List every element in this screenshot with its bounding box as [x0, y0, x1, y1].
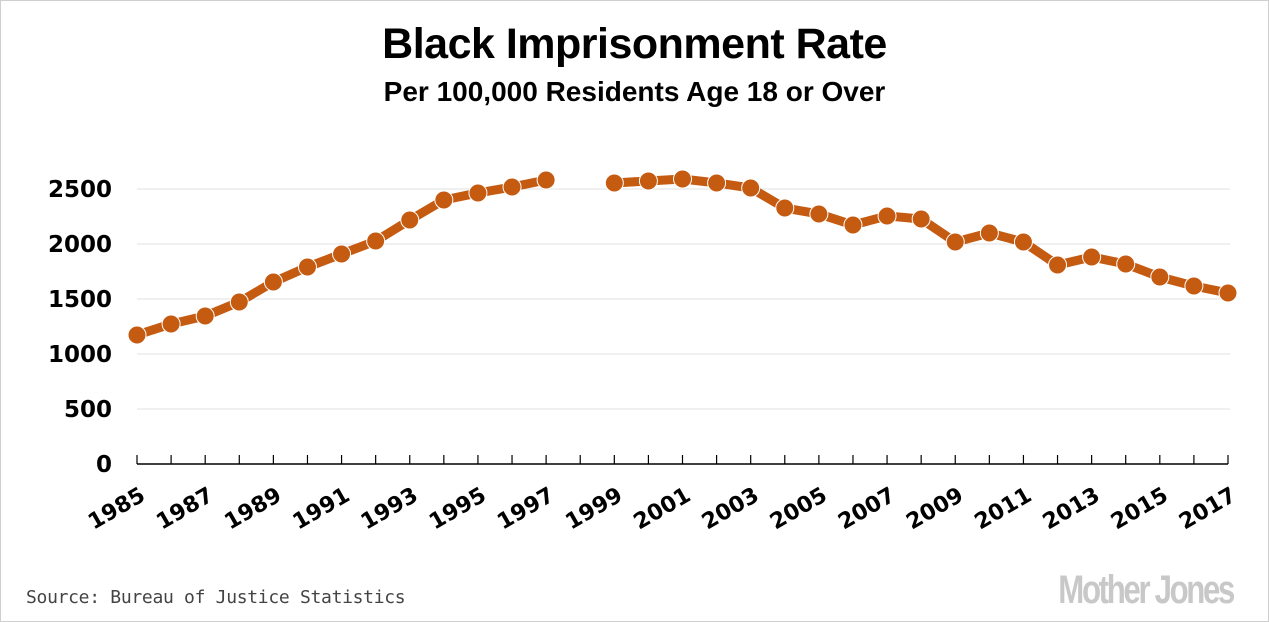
x-tick-label-2009: 2009	[902, 483, 968, 535]
x-tick-label-2013: 2013	[1039, 483, 1105, 535]
data-point-1986	[161, 314, 181, 334]
data-point-1990	[297, 257, 317, 277]
data-point-1993	[400, 210, 420, 230]
y-tick-label-1500: 1500	[48, 287, 112, 313]
data-point-2008	[911, 209, 931, 229]
data-point-2013	[1082, 247, 1102, 267]
data-point-1996	[502, 177, 522, 197]
gridlines	[137, 188, 1230, 410]
data-point-2006	[843, 215, 863, 235]
series-points	[127, 169, 1238, 345]
x-tick-label-1995: 1995	[425, 483, 491, 535]
series-line-segment-2	[614, 174, 1229, 298]
x-tick-label-2001: 2001	[630, 483, 696, 535]
x-axis-tick-labels: 1985 1987 1989 1991 1993 1995 1997 1999 2001 2003…	[84, 483, 1241, 535]
x-tick-label-1999: 1999	[561, 483, 627, 535]
data-point-1987	[195, 306, 215, 326]
data-point-2000	[638, 171, 658, 191]
y-tick-label-500: 500	[64, 397, 112, 423]
y-tick-label-2000: 2000	[48, 232, 112, 258]
x-tick-label-2015: 2015	[1107, 483, 1173, 535]
x-tick-label-2017: 2017	[1175, 483, 1241, 535]
mother-jones-logo: Mother Jones	[1058, 568, 1235, 612]
series-lines	[135, 174, 1229, 340]
source-note: Source: Bureau of Justice Statistics	[26, 587, 406, 608]
x-tick-label-1985: 1985	[84, 483, 150, 535]
chart-title: Black Imprisonment Rate	[382, 20, 887, 68]
data-point-2005	[809, 204, 829, 224]
data-point-1989	[263, 272, 283, 292]
data-point-2011	[1013, 232, 1033, 252]
x-tick-label-2011: 2011	[971, 483, 1037, 535]
data-point-2014	[1116, 254, 1136, 274]
data-point-2012	[1048, 255, 1068, 275]
x-tick-label-1993: 1993	[357, 483, 423, 535]
data-point-2002	[707, 173, 727, 193]
chart-subtitle: Per 100,000 Residents Age 18 or Over	[383, 76, 886, 107]
data-point-1999	[604, 173, 624, 193]
x-tick-label-1989: 1989	[221, 483, 287, 535]
y-axis-tick-labels: 0 500 1000 1500 2000 2500	[48, 177, 112, 478]
data-point-1985	[127, 325, 147, 345]
data-point-1997	[536, 170, 556, 190]
data-point-2004	[775, 198, 795, 218]
data-point-2010	[979, 223, 999, 243]
x-tick-label-1991: 1991	[289, 483, 355, 535]
data-point-2003	[741, 178, 761, 198]
data-point-1991	[332, 244, 352, 264]
data-point-1995	[468, 183, 488, 203]
y-tick-label-2500: 2500	[48, 177, 112, 203]
data-point-2017	[1218, 283, 1238, 303]
x-tick-label-2003: 2003	[698, 483, 764, 535]
x-axis	[136, 455, 1229, 465]
data-point-1994	[434, 190, 454, 210]
data-point-2016	[1184, 276, 1204, 296]
x-tick-label-1997: 1997	[493, 483, 559, 535]
x-tick-label-1987: 1987	[152, 483, 218, 535]
data-point-1988	[229, 292, 249, 312]
data-point-1992	[366, 231, 386, 251]
data-point-2001	[673, 169, 692, 189]
y-tick-label-0: 0	[96, 452, 112, 478]
data-point-2009	[945, 232, 965, 252]
x-tick-label-2005: 2005	[766, 483, 832, 535]
data-point-2015	[1150, 267, 1170, 287]
x-tick-label-2007: 2007	[834, 483, 900, 535]
y-tick-label-1000: 1000	[48, 342, 112, 368]
data-point-2007	[877, 206, 897, 226]
